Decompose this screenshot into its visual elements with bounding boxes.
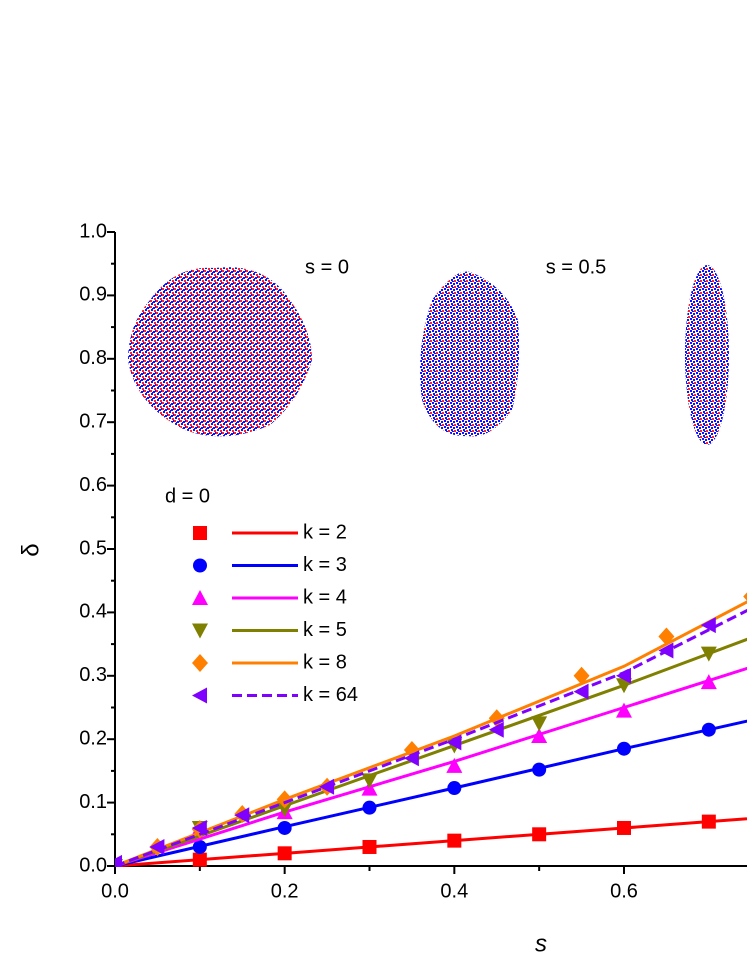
y-tick-label: 0.8 [79,347,107,369]
marker [277,846,292,861]
x-tick-label: 0.0 [101,880,129,902]
y-tick-label: 0.9 [79,284,107,306]
x-axis-title: s [535,930,547,957]
marker [658,642,674,659]
marker [403,750,419,767]
legend-label: k = 2 [303,521,347,543]
marker [276,801,293,817]
marker [488,709,505,728]
marker [616,820,631,835]
legend-label: k = 5 [303,619,347,641]
legend-label: k = 3 [303,554,347,576]
y-tick-label: 0.3 [79,664,107,686]
fit-line [115,666,747,867]
cluster-images [128,265,729,445]
marker [743,592,747,601]
x-tick-label: 0.6 [610,880,638,902]
marker [616,741,631,756]
y-tick-label: 0.1 [79,791,107,813]
y-tick-label: 0.7 [79,410,107,432]
marker [192,852,207,867]
marker [446,757,463,773]
marker [191,819,207,836]
marker [361,773,378,789]
marker [447,781,462,796]
marker [234,807,250,824]
marker [700,617,716,634]
x-tick-label: 0.4 [440,880,468,902]
marker [531,728,548,744]
y-tick-label: 0.0 [79,854,107,876]
legend-title: d = 0 [165,485,210,507]
marker [319,778,335,795]
y-tick-label: 1.0 [79,220,107,242]
legend-marker [192,590,208,605]
y-tick-label: 0.5 [79,537,107,559]
marker [658,627,675,646]
legend-label: k = 4 [303,586,347,608]
marker [488,721,504,738]
y-tick-label: 0.2 [79,727,107,749]
marker [700,646,717,662]
legend-label: k = 64 [303,684,358,706]
marker [447,833,462,848]
legend-marker [192,654,208,672]
marker [615,667,631,684]
fit-line [115,600,747,867]
marker [115,854,122,867]
marker [149,838,165,855]
legend-marker [192,687,207,704]
y-tick-label: 0.6 [79,474,107,496]
marker [192,839,207,854]
marker [700,674,717,690]
y-axis-title: δ [17,543,44,556]
marker [701,722,716,737]
legend-label: k = 8 [303,651,347,673]
y-tick-label: 0.4 [79,601,107,623]
fit-line [115,817,747,867]
marker [531,716,548,732]
legend-marker [192,623,208,639]
legend-marker [193,558,207,573]
marker [573,666,590,685]
annotation: s = 0.5 [546,256,607,278]
marker [532,762,547,777]
annotation: s = 0 [305,256,349,278]
marker [532,827,547,842]
marker [277,820,292,835]
marker [362,800,377,815]
marker [446,734,462,751]
marker [573,683,589,700]
marker [362,839,377,854]
marker [615,702,632,718]
marker [701,814,716,829]
marker [276,790,293,809]
plot-area [115,592,747,867]
x-tick-label: 0.2 [271,880,299,902]
legend-marker [193,526,207,540]
fit-line [115,608,747,867]
